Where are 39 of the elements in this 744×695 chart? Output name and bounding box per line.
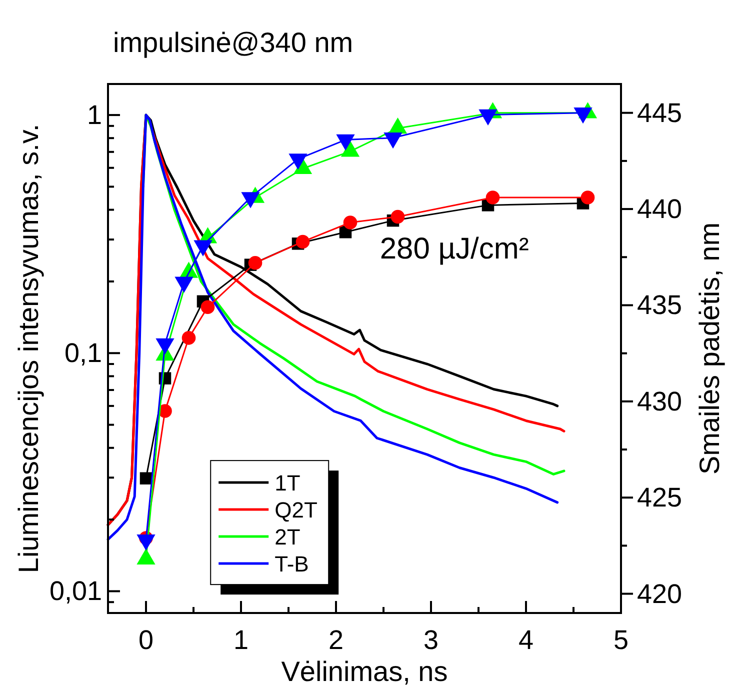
x-tick-label: 1	[233, 625, 249, 655]
x-tick-label: 2	[328, 625, 344, 655]
y2-tick-label: 440	[637, 194, 682, 224]
legend-label: 2T	[274, 524, 300, 550]
point	[336, 134, 355, 151]
y2-tick-label: 445	[637, 98, 682, 128]
x-tick-label: 0	[138, 625, 154, 655]
y2-tick-label: 430	[637, 386, 682, 416]
y-tick-label: 0,1	[64, 338, 102, 368]
x-tick-label: 3	[423, 625, 439, 655]
x-axis-title: Vėlinimas, ns	[281, 656, 448, 687]
point	[140, 472, 152, 484]
point	[288, 154, 308, 170]
point	[136, 534, 156, 551]
point	[182, 331, 196, 345]
chart-title: impulsinė@340 nm	[113, 27, 354, 58]
x-tick-label: 4	[518, 625, 534, 655]
x-tick-label: 5	[613, 625, 629, 655]
legend-label: Q2T	[274, 498, 318, 523]
y-axis-title: Liuminescencijos intensyvumas, s.v.	[13, 124, 44, 574]
annotation: 280 µJ/cm²	[380, 232, 529, 266]
y-tick-label: 1	[86, 100, 102, 130]
point	[248, 256, 262, 270]
y2-tick-label: 420	[637, 578, 682, 609]
point	[343, 216, 358, 230]
point	[486, 190, 500, 204]
point	[296, 234, 310, 249]
legend-label: T-B	[274, 552, 309, 577]
point	[580, 190, 595, 204]
y2-tick-label: 435	[637, 290, 682, 320]
point	[574, 107, 592, 124]
y2-axis-title: Smailės padėtis, nm	[694, 222, 725, 475]
legend-label: 1T	[274, 470, 300, 496]
y-tick-label: 0,01	[49, 576, 102, 606]
point	[200, 300, 215, 314]
point	[384, 132, 402, 149]
y2-tick-label: 425	[637, 482, 682, 513]
point	[478, 109, 498, 126]
point	[390, 210, 405, 224]
